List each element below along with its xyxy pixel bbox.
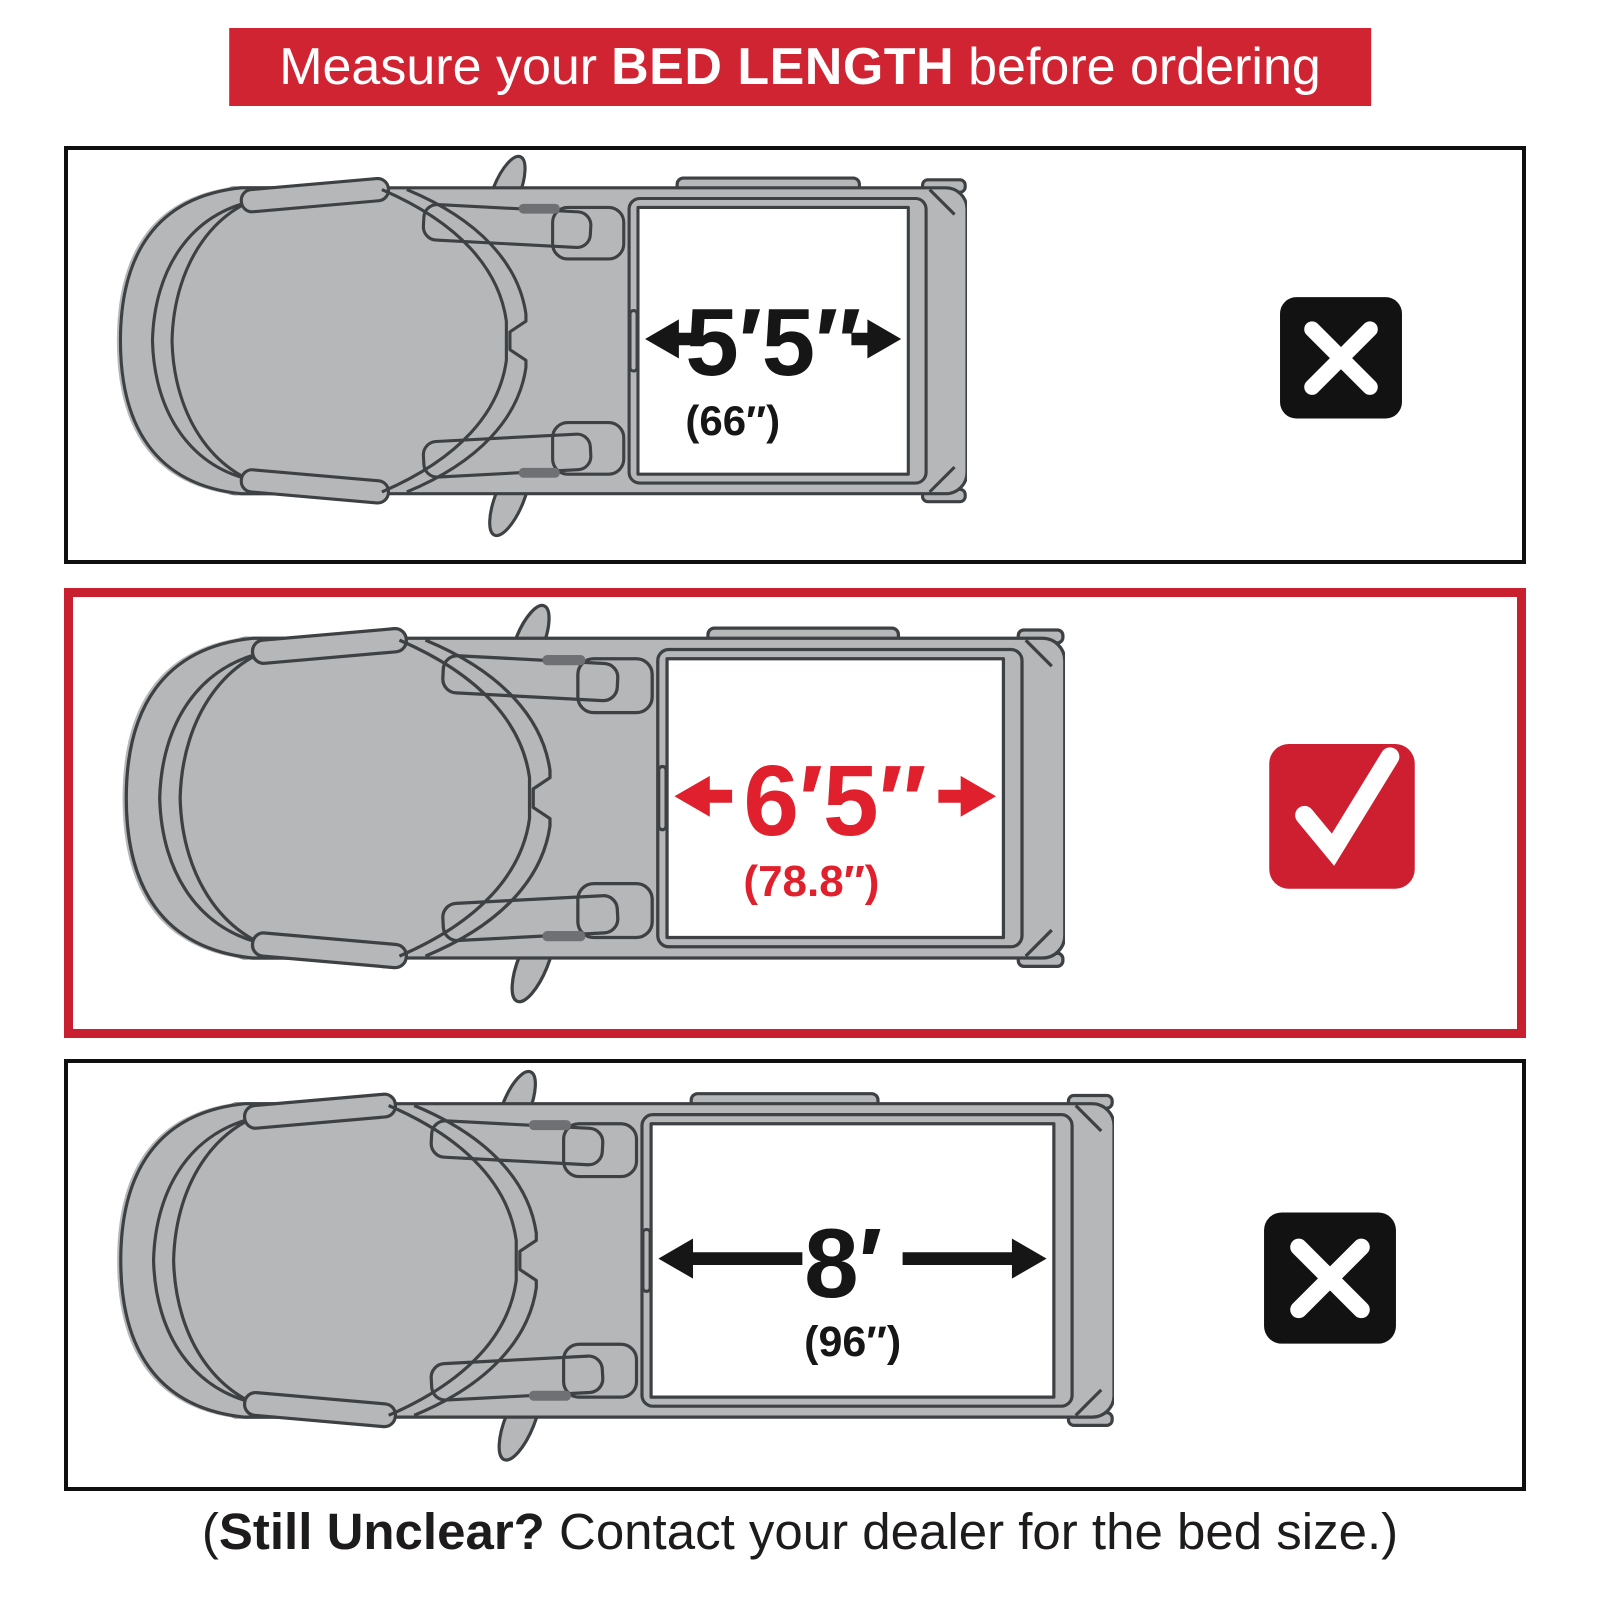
truck-top-view (108, 154, 967, 556)
bed-length-arrows (674, 775, 996, 817)
truck-top-view-svg (117, 1069, 1114, 1462)
truck-top-view (108, 1069, 1114, 1481)
footer-paren: ( (201, 1503, 219, 1560)
panel-bed-8ft: 8′ (96″) (64, 1059, 1526, 1491)
arrow-left-icon (645, 319, 695, 359)
cross-mark (1264, 1212, 1396, 1344)
footer-bold: Still Unclear? (218, 1503, 545, 1560)
arrow-left-icon (658, 1238, 803, 1279)
arrow-right-icon (851, 319, 902, 359)
arrow-right-icon (938, 775, 996, 817)
cab-window (421, 202, 593, 249)
panel-bed-6ft5-selected: 6′5″ (78.8″) (64, 588, 1526, 1038)
header-prefix: Measure your (279, 38, 598, 96)
cab-window (441, 654, 620, 703)
arrow-left-icon (674, 775, 733, 817)
truck-top-view-svg (116, 154, 967, 538)
footer-note: (Still Unclear? Contact your dealer for … (0, 1502, 1600, 1561)
taillight-right (928, 465, 956, 494)
front-bumper (117, 1101, 287, 1419)
taillight-left (1024, 639, 1053, 668)
cross-mark-icon (1278, 289, 1404, 421)
cross-mark (1280, 297, 1402, 419)
headlight-right (242, 1390, 398, 1429)
taillight-left (928, 188, 956, 216)
panel-bed-5ft5: 5′5″ (66″) (64, 146, 1526, 564)
header-highlight: BED LENGTH (611, 38, 955, 96)
truck-top-view (113, 603, 1065, 1023)
truck-illustration: 6′5″ (78.8″) (113, 603, 1065, 1023)
headlight-right (239, 468, 391, 505)
cab-window (429, 1119, 605, 1167)
footer-rest: Contact your dealer for the bed size.) (544, 1503, 1399, 1560)
truck-illustration: 5′5″ (66″) (108, 154, 967, 556)
headlight-left (239, 177, 391, 214)
headlight-left (250, 627, 408, 665)
check-mark-icon (1267, 734, 1417, 892)
taillight-right (1074, 1388, 1103, 1417)
headlight-left (242, 1092, 398, 1130)
check-mark (1269, 744, 1415, 889)
bed-length-arrows (645, 319, 902, 359)
truck-top-view-svg (122, 603, 1065, 1004)
cross-mark-icon (1262, 1204, 1398, 1347)
taillight-left (1074, 1104, 1103, 1133)
windshield-line (406, 188, 528, 494)
headlight-right (250, 931, 408, 970)
bed-length-arrows (658, 1238, 1047, 1279)
arrow-right-icon (902, 1238, 1047, 1279)
taillight-right (1024, 928, 1053, 958)
header-suffix: before ordering (968, 38, 1321, 96)
header-banner: Measure your BED LENGTH before ordering (229, 28, 1371, 106)
windshield-line (424, 638, 552, 958)
truck-illustration: 8′ (96″) (108, 1069, 1114, 1481)
front-bumper (122, 636, 296, 960)
front-bumper (116, 186, 283, 496)
windshield-line (413, 1104, 538, 1417)
